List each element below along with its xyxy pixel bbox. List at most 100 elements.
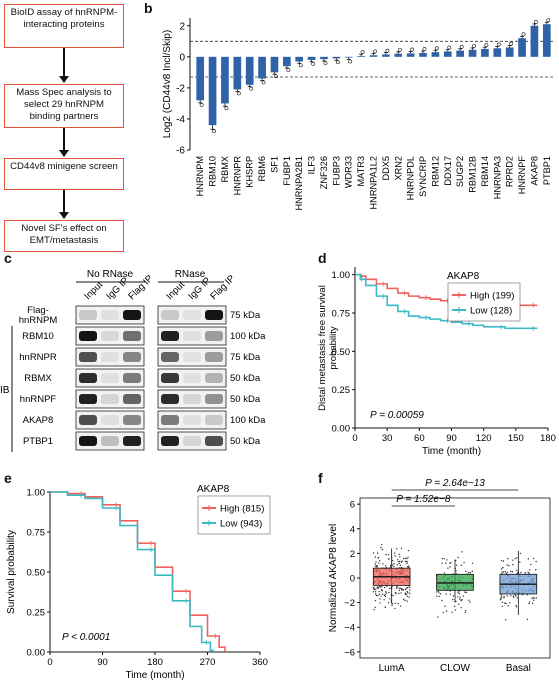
jitter-point xyxy=(535,597,538,599)
blot-band xyxy=(205,394,223,404)
jitter-point xyxy=(383,586,386,589)
jitter-point xyxy=(398,571,401,574)
no-rnase-label: No RNase xyxy=(87,269,134,280)
row-label: hnRNPR xyxy=(19,352,57,363)
jitter-point xyxy=(376,567,379,569)
jitter-point xyxy=(529,569,531,571)
blot-band xyxy=(205,331,223,341)
jitter-point xyxy=(444,574,447,576)
jitter-point xyxy=(445,562,447,564)
category-label: Basal xyxy=(506,663,531,674)
kda-marker: 100 kDa xyxy=(230,415,266,426)
jitter-point xyxy=(390,594,393,596)
legend-entry: Low (128) xyxy=(470,306,512,317)
jitter-point xyxy=(387,558,390,560)
y-tick-label: 0.75 xyxy=(27,528,46,539)
panel-c-label: c xyxy=(4,250,12,266)
bar xyxy=(505,47,514,57)
jitter-point xyxy=(452,598,454,601)
jitter-point xyxy=(381,585,383,587)
bar xyxy=(196,56,205,101)
jitter-point xyxy=(437,590,440,593)
jitter-point xyxy=(402,588,404,591)
jitter-point xyxy=(534,574,536,576)
x-tick-label: 0 xyxy=(47,657,52,668)
jitter-point xyxy=(441,562,443,564)
jitter-point xyxy=(528,601,531,603)
jitter-point xyxy=(501,586,503,588)
jitter-point xyxy=(447,586,449,588)
bar xyxy=(394,53,403,57)
blot-band xyxy=(79,310,97,320)
jitter-point xyxy=(375,581,377,583)
blot-band xyxy=(79,352,97,362)
replicate-point xyxy=(236,91,241,96)
jitter-point xyxy=(501,585,504,588)
jitter-point xyxy=(379,575,381,577)
x-tick-label: 360 xyxy=(252,657,268,668)
y-tick-label: 0.50 xyxy=(332,347,351,358)
jitter-point xyxy=(516,573,518,575)
bar xyxy=(419,52,427,57)
jitter-point xyxy=(512,590,514,593)
jitter-point xyxy=(378,583,380,586)
jitter-point xyxy=(507,575,510,577)
y-axis-title: Survival probability xyxy=(6,530,17,614)
bar xyxy=(307,56,316,60)
jitter-point xyxy=(436,595,438,597)
jitter-point xyxy=(457,556,459,559)
bar xyxy=(406,53,415,57)
kda-marker: 100 kDa xyxy=(230,331,266,342)
jitter-point xyxy=(409,589,411,591)
jitter-point xyxy=(392,576,395,578)
bar xyxy=(295,56,304,62)
jitter-point xyxy=(501,571,503,573)
jitter-point xyxy=(407,556,409,559)
row-label-hnrnpm: hnRNPM xyxy=(19,315,58,326)
jitter-point xyxy=(528,602,530,605)
replicate-point xyxy=(212,129,216,134)
kda-marker: 50 kDa xyxy=(230,373,261,384)
jitter-point xyxy=(372,587,375,589)
y-tick-label: -6 xyxy=(176,146,185,157)
jitter-point xyxy=(396,585,398,588)
jitter-point xyxy=(377,556,380,559)
jitter-point xyxy=(507,558,509,560)
jitter-point xyxy=(450,575,452,578)
jitter-point xyxy=(458,590,460,593)
jitter-point xyxy=(406,575,409,577)
jitter-point xyxy=(398,570,400,573)
blot-band xyxy=(205,310,223,320)
jitter-point xyxy=(465,591,468,594)
jitter-point xyxy=(452,595,455,597)
jitter-point xyxy=(399,564,402,567)
jitter-point xyxy=(438,595,440,598)
category-label: HNRNPF xyxy=(517,156,527,195)
jitter-point xyxy=(533,557,535,560)
jitter-point xyxy=(399,577,401,580)
jitter-point xyxy=(529,575,531,577)
blot-band xyxy=(79,436,97,446)
jitter-point xyxy=(384,567,386,570)
jitter-point xyxy=(461,577,463,579)
blot-band xyxy=(123,415,141,425)
jitter-point xyxy=(408,585,410,587)
jitter-point xyxy=(500,559,503,562)
flow-arrowhead-2 xyxy=(59,150,69,157)
jitter-point xyxy=(520,571,522,574)
jitter-point xyxy=(391,573,393,576)
jitter-point xyxy=(527,575,529,577)
jitter-point xyxy=(391,564,393,566)
jitter-point xyxy=(407,579,409,582)
jitter-point xyxy=(374,591,377,593)
jitter-point xyxy=(514,580,517,582)
jitter-point xyxy=(399,571,401,573)
jitter-point xyxy=(457,596,459,598)
jitter-point xyxy=(391,585,393,588)
jitter-point xyxy=(380,581,382,583)
jitter-point xyxy=(394,602,397,605)
jitter-point xyxy=(462,584,465,587)
blot-strip xyxy=(75,389,145,409)
jitter-point xyxy=(506,574,509,577)
y-tick-label: 1.00 xyxy=(27,488,46,499)
